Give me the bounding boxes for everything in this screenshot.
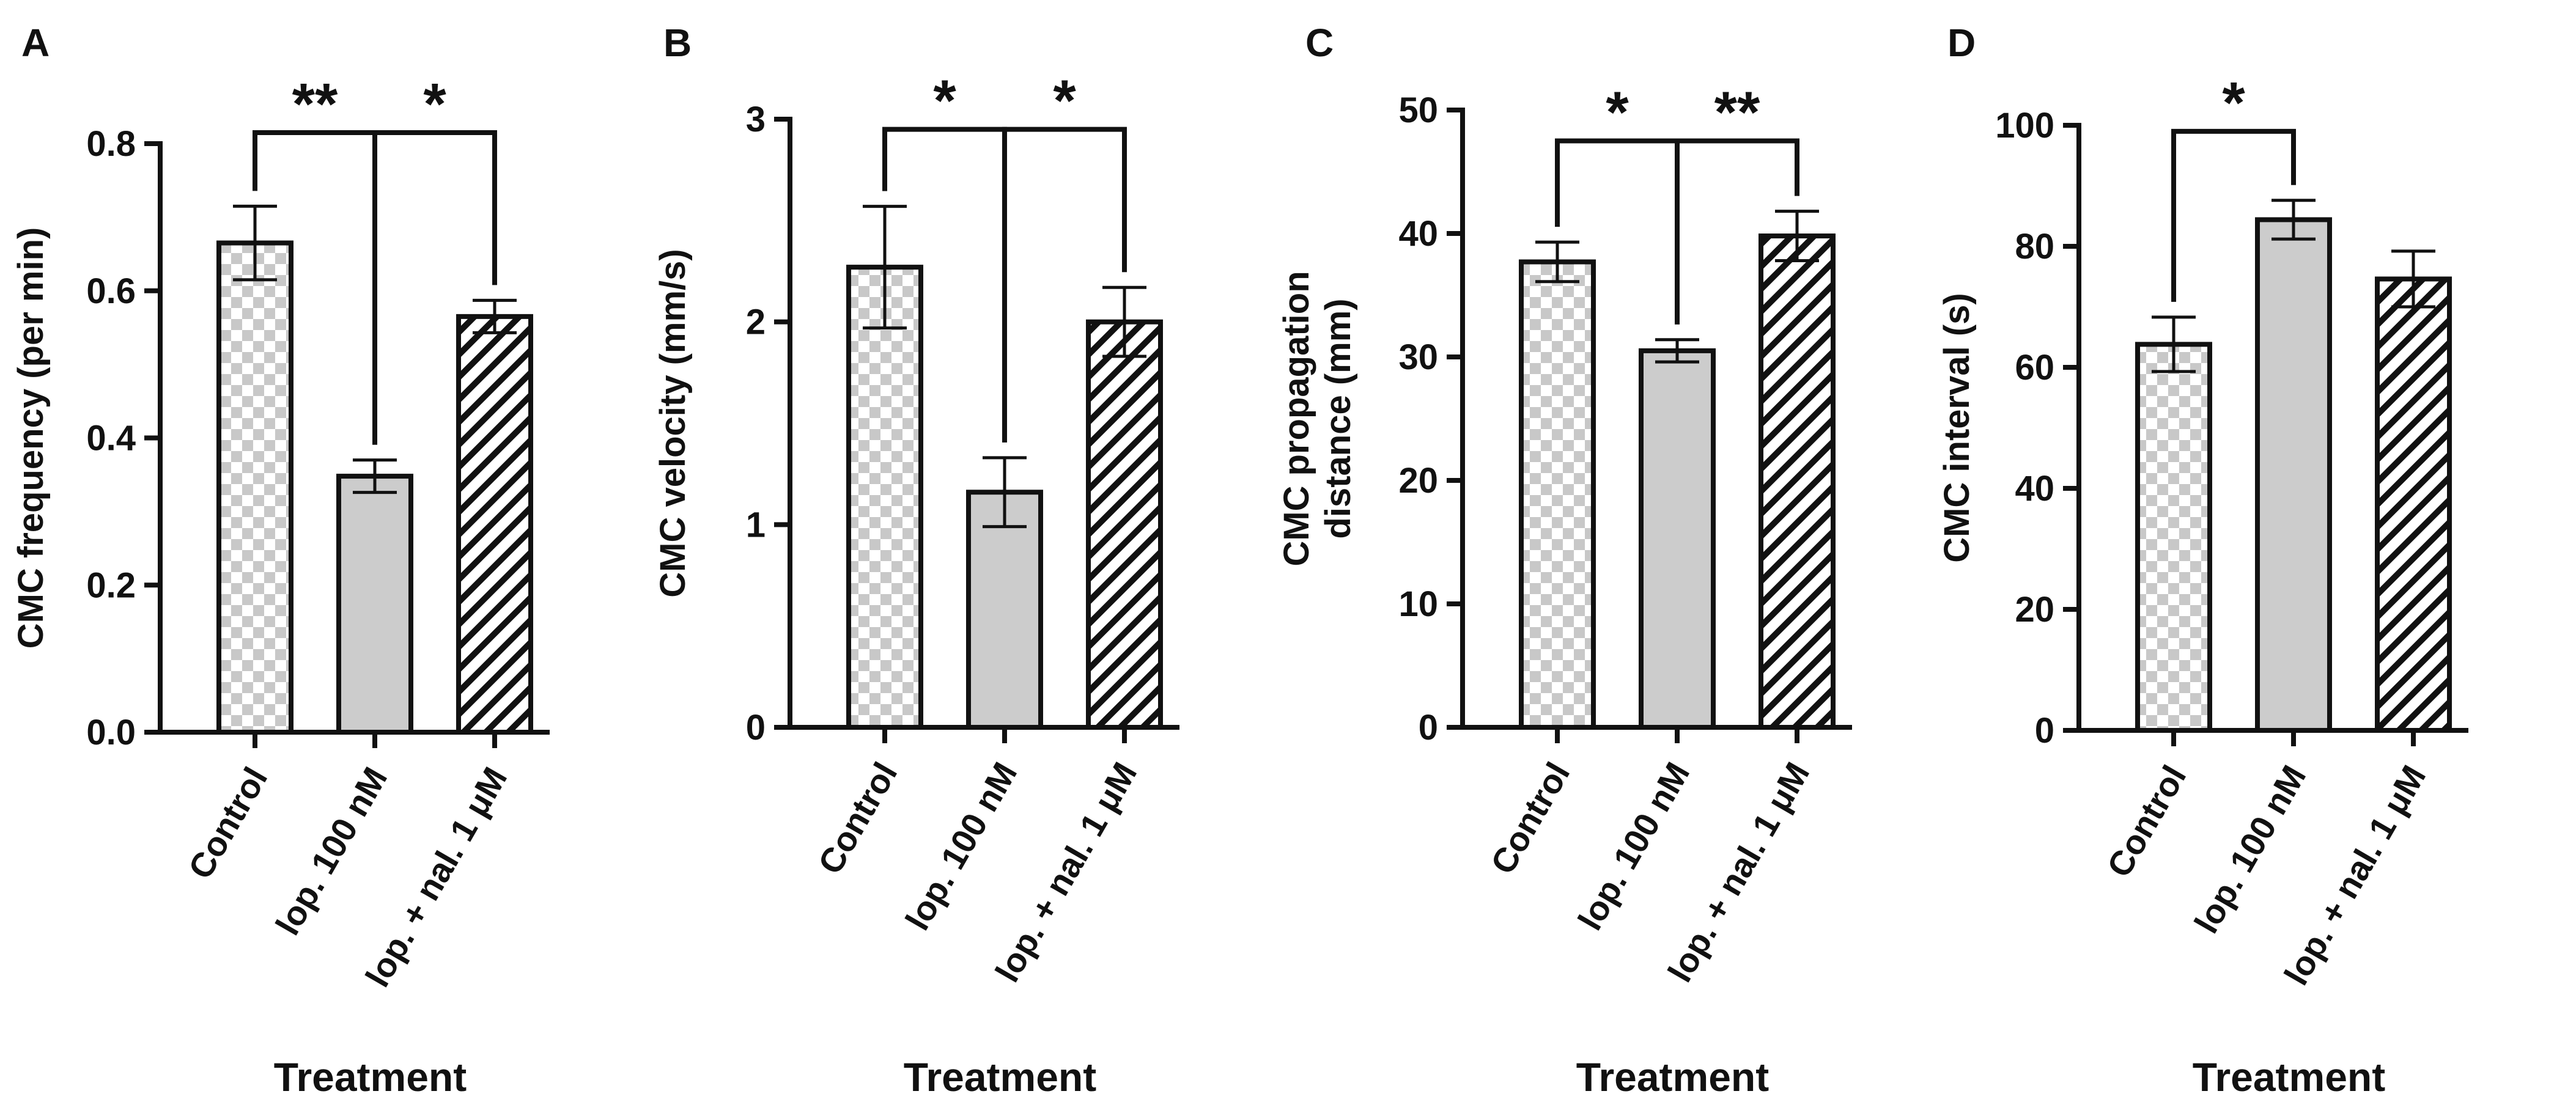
bar-2 [336,474,413,735]
significance-label: * [1053,68,1076,134]
bar-2 [1639,348,1716,730]
x-axis-title: Treatment [904,1054,1096,1100]
y-tick-label: 40 [2015,469,2054,509]
panel-label: B [663,21,692,65]
bar-1 [846,265,923,730]
significance-bracket [1675,138,1799,325]
y-axis-title: CMC interval (s) [1937,293,1977,563]
y-axis-title: CMC propagation [1277,271,1316,566]
x-tick-label: Control [180,761,275,886]
bar-3 [1086,319,1163,730]
bar-3 [456,314,533,735]
y-tick-label: 80 [2015,227,2054,266]
bar-1 [216,240,293,735]
significance-label: ** [292,72,338,137]
y-tick-label: 0.0 [86,713,136,752]
y-tick-label: 1 [746,505,766,545]
x-tick-label: lop. 100 nM [2187,759,2313,940]
panel-d: D 0 20 40 60 80 100 CMC interval (s) Controllop.… [1937,21,2468,1100]
panel-a: A 0.0 0.2 0.4 0.6 0.8 CMC frequency (per min) C… [11,21,550,1100]
significance-label: * [423,72,446,137]
y-tick-label: 0 [746,708,766,748]
panel-c: C 0 10 20 30 40 50 CMC propagation distance (mm)… [1277,21,1852,1100]
y-axis-title: distance (mm) [1318,298,1358,538]
y-tick-label: 100 [1995,106,2054,145]
significance-label: * [2222,70,2245,136]
x-axis-title: Treatment [274,1054,467,1100]
bar-1 [1519,259,1596,730]
y-tick-label: 60 [2015,348,2054,388]
y-tick-label: 20 [2015,590,2054,630]
significance-label: ** [1714,80,1760,145]
y-tick-label: 40 [1398,214,1438,254]
y-tick-label: 0.8 [86,124,136,164]
bar-2 [2255,217,2332,733]
bar-1 [2135,342,2212,733]
y-tick-label: 0.6 [86,271,136,311]
y-tick-label: 0.4 [86,419,136,458]
x-tick-label: lop. 100 nM [268,761,394,942]
y-tick-label: 20 [1398,461,1438,501]
panel-label: A [21,21,50,65]
y-axis-title: CMC frequency (per min) [11,227,51,649]
y-tick-label: 3 [746,100,766,139]
y-tick-label: 50 [1398,90,1438,130]
y-axis-title: CMC velocity (mm/s) [653,249,693,597]
panel-label: D [1947,21,1976,65]
x-tick-label: Control [810,756,904,881]
x-tick-label: lop. 100 nM [898,756,1024,937]
x-axis-title: Treatment [1576,1054,1769,1100]
y-tick-label: 10 [1398,584,1438,624]
y-tick-label: 0.2 [86,565,136,605]
x-tick-label: Control [1483,756,1577,881]
bar-3 [2375,276,2452,733]
significance-bracket [1002,127,1127,443]
panel-label: C [1305,21,1334,65]
chart-panels: A 0.0 0.2 0.4 0.6 0.8 CMC frequency (per min) C… [11,21,2468,1100]
bar-2 [966,490,1043,730]
bar-3 [1759,233,1836,730]
y-tick-label: 2 [746,303,766,342]
x-tick-label: Control [2099,759,2193,884]
y-tick-label: 30 [1398,337,1438,377]
significance-label: * [933,68,956,134]
significance-label: * [1606,80,1629,145]
y-tick-label: 0 [1419,708,1438,748]
y-tick-label: 0 [2035,711,2054,751]
x-axis-title: Treatment [2193,1054,2385,1100]
significance-bracket [2171,128,2296,302]
x-tick-label: lop. 100 nM [1570,756,1697,937]
significance-bracket [372,130,497,445]
